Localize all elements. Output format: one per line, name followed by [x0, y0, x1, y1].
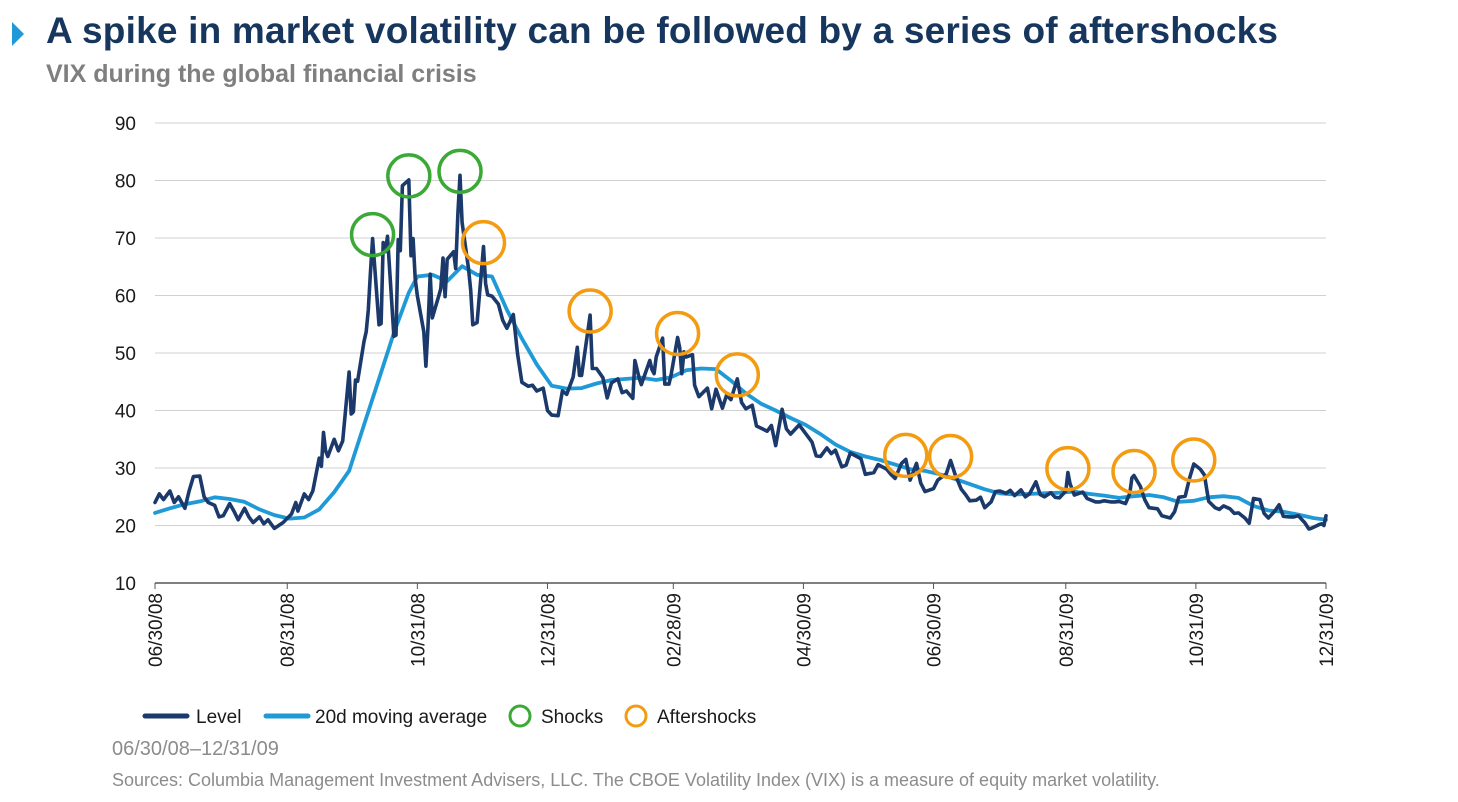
legend: Level 20d moving average Shocks Aftershocks [142, 704, 756, 728]
shock-marker [349, 211, 396, 258]
y-tick-label: 10 [115, 574, 136, 595]
legend-label-moving_average: 20d moving average [315, 707, 487, 728]
x-tick-label: 12/31/08 [538, 593, 559, 667]
aftershock-marker [460, 219, 507, 266]
chart-subtitle: VIX during the global financial crisis [46, 60, 477, 88]
y-tick-label: 80 [115, 172, 136, 193]
y-tick-label: 90 [115, 114, 136, 135]
aftershock-marker [1171, 437, 1217, 483]
shock-marker [386, 153, 432, 199]
x-tick-label: 10/31/08 [408, 593, 429, 667]
title-block: A spike in market volatility can be foll… [10, 8, 1450, 58]
shock-marker [437, 148, 483, 195]
x-tick-label: 12/31/09 [1317, 593, 1338, 667]
x-tick-label: 04/30/09 [794, 593, 815, 667]
y-tick-label: 70 [115, 229, 136, 250]
x-axis: 06/30/08 08/31/08 10/31/08 12/31/08 02/28/09… [146, 583, 1338, 667]
page-title: A spike in market volatility can be foll… [46, 10, 1279, 51]
aftershock-marker [567, 288, 613, 334]
event-markers [349, 148, 1217, 495]
series-line-level [153, 173, 1328, 531]
y-tick-label: 40 [115, 402, 136, 423]
y-tick-label: 30 [115, 459, 136, 480]
legend-swatch-shocks [508, 704, 532, 728]
source-note: Sources: Columbia Management Investment … [112, 770, 1160, 790]
x-tick-label: 10/31/09 [1187, 593, 1208, 667]
aftershock-marker [1111, 448, 1157, 495]
date-range-note: 06/30/08–12/31/09 [112, 738, 279, 760]
x-tick-label: 06/30/09 [925, 593, 946, 667]
legend-label-shocks: Shocks [541, 707, 603, 728]
title-arrow-icon [12, 22, 24, 46]
aftershock-marker [1045, 445, 1091, 492]
x-tick-label: 08/31/09 [1057, 593, 1078, 667]
x-tick-label: 02/28/09 [664, 593, 685, 667]
x-tick-label: 08/31/08 [278, 593, 299, 667]
y-axis: 10 20 30 40 50 60 70 80 90 [115, 114, 136, 595]
aftershock-marker [714, 352, 761, 398]
legend-label-level: Level [196, 707, 241, 728]
series-lines [153, 173, 1328, 531]
aftershock-marker [927, 433, 974, 480]
x-tick-label: 06/30/08 [146, 593, 167, 667]
aftershock-marker [654, 310, 701, 357]
aftershock-marker [883, 432, 929, 479]
legend-label-aftershocks: Aftershocks [657, 707, 756, 728]
y-tick-label: 50 [115, 344, 136, 365]
y-tick-label: 20 [115, 517, 136, 538]
legend-swatch-aftershocks [624, 704, 648, 728]
y-tick-label: 60 [115, 287, 136, 308]
